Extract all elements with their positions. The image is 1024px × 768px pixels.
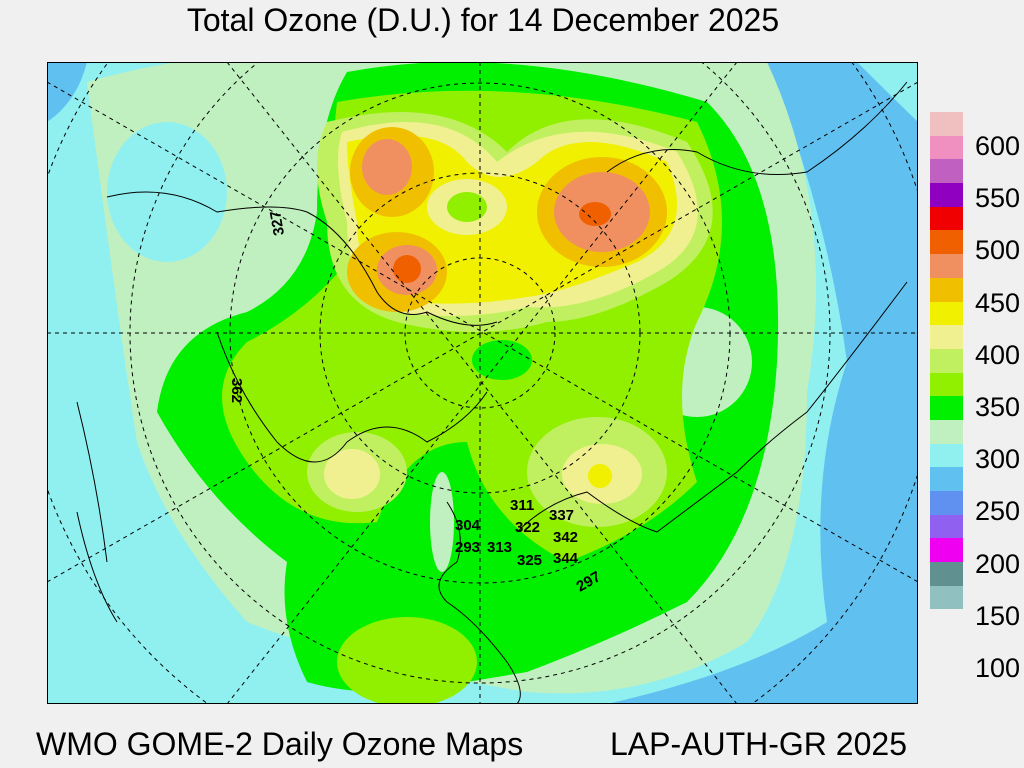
ozone-band-225-nw	[47, 62, 87, 122]
colorbar-swatch	[930, 396, 963, 420]
colorbar-tick: 300	[975, 444, 1021, 475]
station-label: 311	[510, 497, 534, 514]
ozone-band-300-pocket	[472, 340, 532, 380]
colorbar-tick: 450	[975, 287, 1021, 318]
station-label: 325	[517, 552, 542, 569]
colorbar-tick: 350	[975, 392, 1021, 423]
ozone-band-450-a	[362, 139, 412, 195]
footer-source: WMO GOME-2 Daily Ozone Maps	[36, 726, 524, 762]
colorbar-swatch	[930, 562, 963, 586]
colorbar-tick: 600	[975, 131, 1021, 161]
ozone-band-375-a	[324, 449, 380, 499]
colorbar-swatch	[930, 112, 963, 136]
colorbar-tick: 150	[975, 600, 1021, 631]
graticule	[47, 62, 918, 704]
station-label: 342	[553, 529, 578, 546]
ozone-low-center-inner	[447, 192, 487, 222]
colorbar-tick: 550	[975, 183, 1021, 214]
colorbar-tick: 500	[975, 235, 1021, 266]
colorbar-swatch	[930, 467, 963, 491]
station-label: 313	[487, 539, 512, 556]
station-label: 293	[455, 539, 480, 556]
colorbar-swatch	[930, 135, 963, 160]
colorbar-swatch	[930, 538, 963, 563]
ozone-band-325-south	[337, 617, 477, 704]
colorbar-swatch	[930, 491, 963, 515]
ozone-band-275-uk	[430, 472, 454, 572]
colorbar-swatch	[930, 159, 963, 184]
colorbar-tick: 200	[975, 548, 1021, 579]
coastlines	[76, 81, 908, 704]
station-label: 344	[553, 550, 579, 567]
ozone-map: 304 293 313 311 322 337 342 344 325 297 …	[47, 62, 918, 704]
ozone-low-pocket	[107, 122, 227, 262]
colorbar-tick: 100	[975, 653, 1021, 684]
colorbar-swatch	[930, 254, 963, 278]
station-label: 304	[455, 517, 481, 534]
colorbar-tick: 250	[975, 496, 1021, 527]
ozone-band-475-c	[579, 202, 611, 226]
colorbar-swatch	[930, 348, 963, 373]
page-title: Total Ozone (D.U.) for 14 December 2025	[186, 2, 780, 38]
colorbar-swatch	[930, 585, 963, 610]
colorbar-swatch	[930, 372, 963, 397]
colorbar-swatch	[930, 183, 963, 207]
footer-credit: LAP-AUTH-GR 2025	[610, 726, 907, 762]
station-label: 362	[228, 378, 245, 403]
map-frame	[47, 62, 918, 704]
colorbar-swatch	[930, 277, 963, 302]
colorbar-tick: 400	[975, 339, 1021, 370]
colorbar-swatch	[930, 419, 963, 444]
ozone-band-400-b	[588, 464, 612, 488]
colorbar	[930, 112, 963, 610]
ozone-band-225-east	[607, 62, 918, 704]
station-label: 337	[549, 507, 574, 524]
colorbar-swatch	[930, 443, 963, 468]
ozone-band-250-ne	[857, 62, 918, 122]
colorbar-swatch	[930, 230, 963, 255]
colorbar-swatch	[930, 206, 963, 231]
station-label: 322	[515, 519, 540, 536]
colorbar-swatch	[930, 514, 963, 539]
station-label: 327	[267, 209, 288, 237]
colorbar-swatch	[930, 301, 963, 326]
colorbar-labels: 600 550 500 450 400 350 300 250 200 150 …	[975, 120, 1020, 694]
ozone-band-475-a	[393, 255, 421, 283]
colorbar-swatch	[930, 325, 963, 349]
